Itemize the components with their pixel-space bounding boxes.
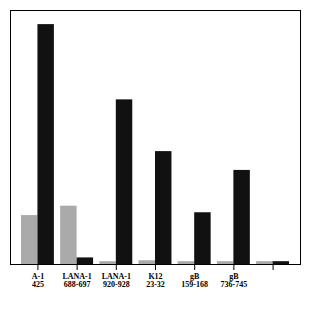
svg-text:gB736-745: gB736-745 — [221, 272, 248, 289]
svg-text:A-1425: A-1425 — [32, 272, 44, 289]
svg-text:LANA-1688-697: LANA-1688-697 — [62, 272, 91, 289]
svg-text:K1223-32: K1223-32 — [146, 272, 165, 289]
svg-text:LANA-1920-928: LANA-1920-928 — [102, 272, 131, 289]
svg-text:gB159-168: gB159-168 — [181, 272, 208, 289]
